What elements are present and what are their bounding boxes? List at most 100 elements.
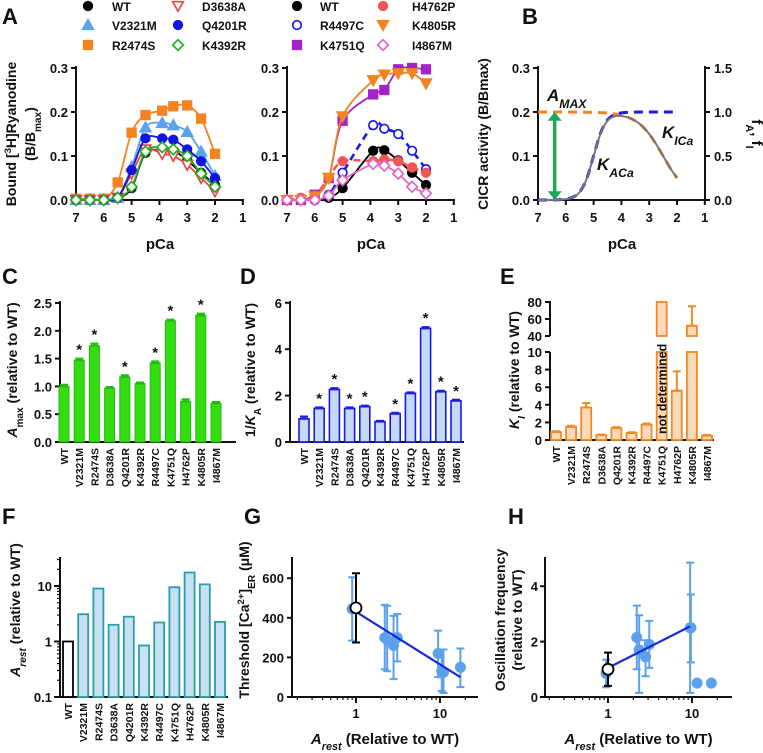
data-point — [643, 638, 655, 650]
bar-category-label: K4392R — [135, 448, 147, 487]
bar-Q4201R — [358, 405, 371, 443]
data-point-H4762P — [406, 162, 418, 173]
legend-label-WT: WT — [112, 0, 131, 14]
error-bar — [360, 404, 369, 408]
B-y2tick-label: 0.0 — [714, 193, 732, 208]
data-point-R2474S — [209, 148, 221, 159]
G-y-axis-title: Threshold [Ca2+]ER (μM) — [236, 541, 258, 698]
legend-label-K4751Q: K4751Q — [320, 39, 365, 53]
A1-xtick-label: 3 — [184, 210, 191, 225]
H-y-axis-title-line1: Oscillation frequency — [492, 549, 508, 692]
data-point-K4392R — [194, 167, 208, 181]
data-point-I4867M — [294, 193, 308, 207]
significance-star: * — [362, 389, 368, 406]
bar-K4392R — [134, 383, 146, 443]
bar-K4392R — [625, 432, 638, 441]
data-point-I4867M — [377, 159, 391, 173]
B-x-axis-title: pCa — [608, 236, 637, 253]
data-point-Q4201R — [140, 133, 151, 144]
A1-x-axis-title: pCa — [146, 236, 175, 253]
data-point-K4805R — [405, 68, 419, 81]
label-segment: ER — [247, 574, 258, 589]
bar-category-label: K4805R — [436, 448, 448, 487]
B-xtick-label: 7 — [534, 210, 541, 225]
series-line-K4805R — [286, 71, 427, 202]
legend-marker-R4497C — [291, 19, 303, 31]
label-segment: ) — [22, 107, 38, 112]
legend-marker-K4392R — [171, 38, 185, 52]
E-ytick-label: 2 — [535, 415, 542, 430]
significance-star: * — [438, 374, 444, 391]
data-point-H4762P — [420, 167, 432, 178]
label-segment: (Relative to WT) — [595, 731, 713, 748]
B-xtick-label: 2 — [673, 210, 680, 225]
bar-category-label: WT — [63, 702, 75, 719]
error-bar — [300, 415, 308, 420]
B-xtick-label: 1 — [701, 210, 708, 225]
bar-category-label: H4762P — [421, 448, 433, 486]
label-segment: MAX — [559, 97, 587, 111]
A1-xtick-label: 4 — [156, 210, 164, 225]
data-point-I4867M — [391, 167, 405, 181]
label-segment: A — [310, 731, 322, 748]
C-ytick-label: 0.0 — [34, 435, 52, 450]
data-point-K4751Q — [368, 89, 379, 100]
bar-K4751Q — [164, 320, 176, 443]
A1-xtick-label: 7 — [72, 210, 79, 225]
label-segment: 2+ — [236, 593, 247, 604]
data-point-K4805R — [321, 172, 336, 186]
E-ytick-label: 60 — [528, 312, 542, 327]
A1-ytick-label: 0.2 — [50, 105, 68, 120]
C-y-axis-title: Amax (relative to WT) — [4, 302, 26, 438]
C-ytick-label: 2.5 — [34, 296, 52, 311]
A1-ytick-label: 0.1 — [50, 149, 68, 164]
legend-marker-K4805R — [376, 19, 390, 33]
error-bar — [672, 370, 681, 392]
label-segment: (B/B — [22, 132, 38, 161]
panel-letter-A: A — [2, 4, 18, 29]
data-point — [685, 622, 697, 634]
bar-R4497C — [153, 621, 166, 698]
legend-label-D3638A: D3638A — [202, 0, 246, 14]
bar-Q4201R — [122, 615, 135, 698]
error-bar — [642, 422, 651, 426]
data-point-R2474S — [182, 100, 193, 111]
A2-ytick-label: 0.1 — [261, 149, 279, 164]
B-ytick-label: 0.1 — [512, 149, 530, 164]
data-point-R4497C — [379, 123, 390, 134]
B-ytick-label: 0.0 — [512, 193, 530, 208]
error-bar — [315, 406, 324, 410]
error-bar — [612, 426, 621, 430]
label-segment: (μM) — [236, 541, 252, 574]
data-point-K4805R — [419, 78, 433, 91]
error-bar — [627, 431, 636, 434]
E-ytick-label: 4 — [535, 398, 543, 413]
C-ytick-label: 2.0 — [34, 324, 52, 339]
data-point-K4751Q — [379, 84, 390, 96]
error-bar — [421, 326, 430, 330]
bar-K4392R — [374, 420, 386, 443]
data-point — [691, 677, 703, 689]
label-segment: (Relative to WT) — [342, 731, 460, 748]
bar-category-label: R2474S — [581, 446, 593, 484]
bar-category-label: Q4201R — [120, 448, 132, 488]
data-point-I4867M — [308, 193, 322, 207]
E-y-axis-title: KI (relative to WT) — [506, 311, 528, 429]
data-point-K4392R — [208, 180, 222, 194]
significance-star: * — [76, 342, 82, 359]
A1-ytick-label: 0.3 — [50, 61, 68, 76]
F-ytick-label: 10 — [38, 579, 52, 594]
bar-K4751Q-upper — [655, 301, 668, 337]
G-xtick-label: 1 — [352, 706, 359, 721]
bar-category-label: I4867M — [451, 448, 463, 483]
A1-xtick-label: 2 — [211, 210, 218, 225]
data-point-I4867M — [366, 157, 380, 171]
bar-category-label: K4392R — [375, 448, 387, 487]
error-bar — [181, 398, 190, 403]
legend-label-K4805R: K4805R — [412, 19, 456, 33]
bar-category-label: R2474S — [93, 703, 105, 741]
data-point — [631, 631, 643, 643]
F-ytick-label: 1 — [45, 635, 52, 650]
label-segment: A — [546, 86, 559, 105]
